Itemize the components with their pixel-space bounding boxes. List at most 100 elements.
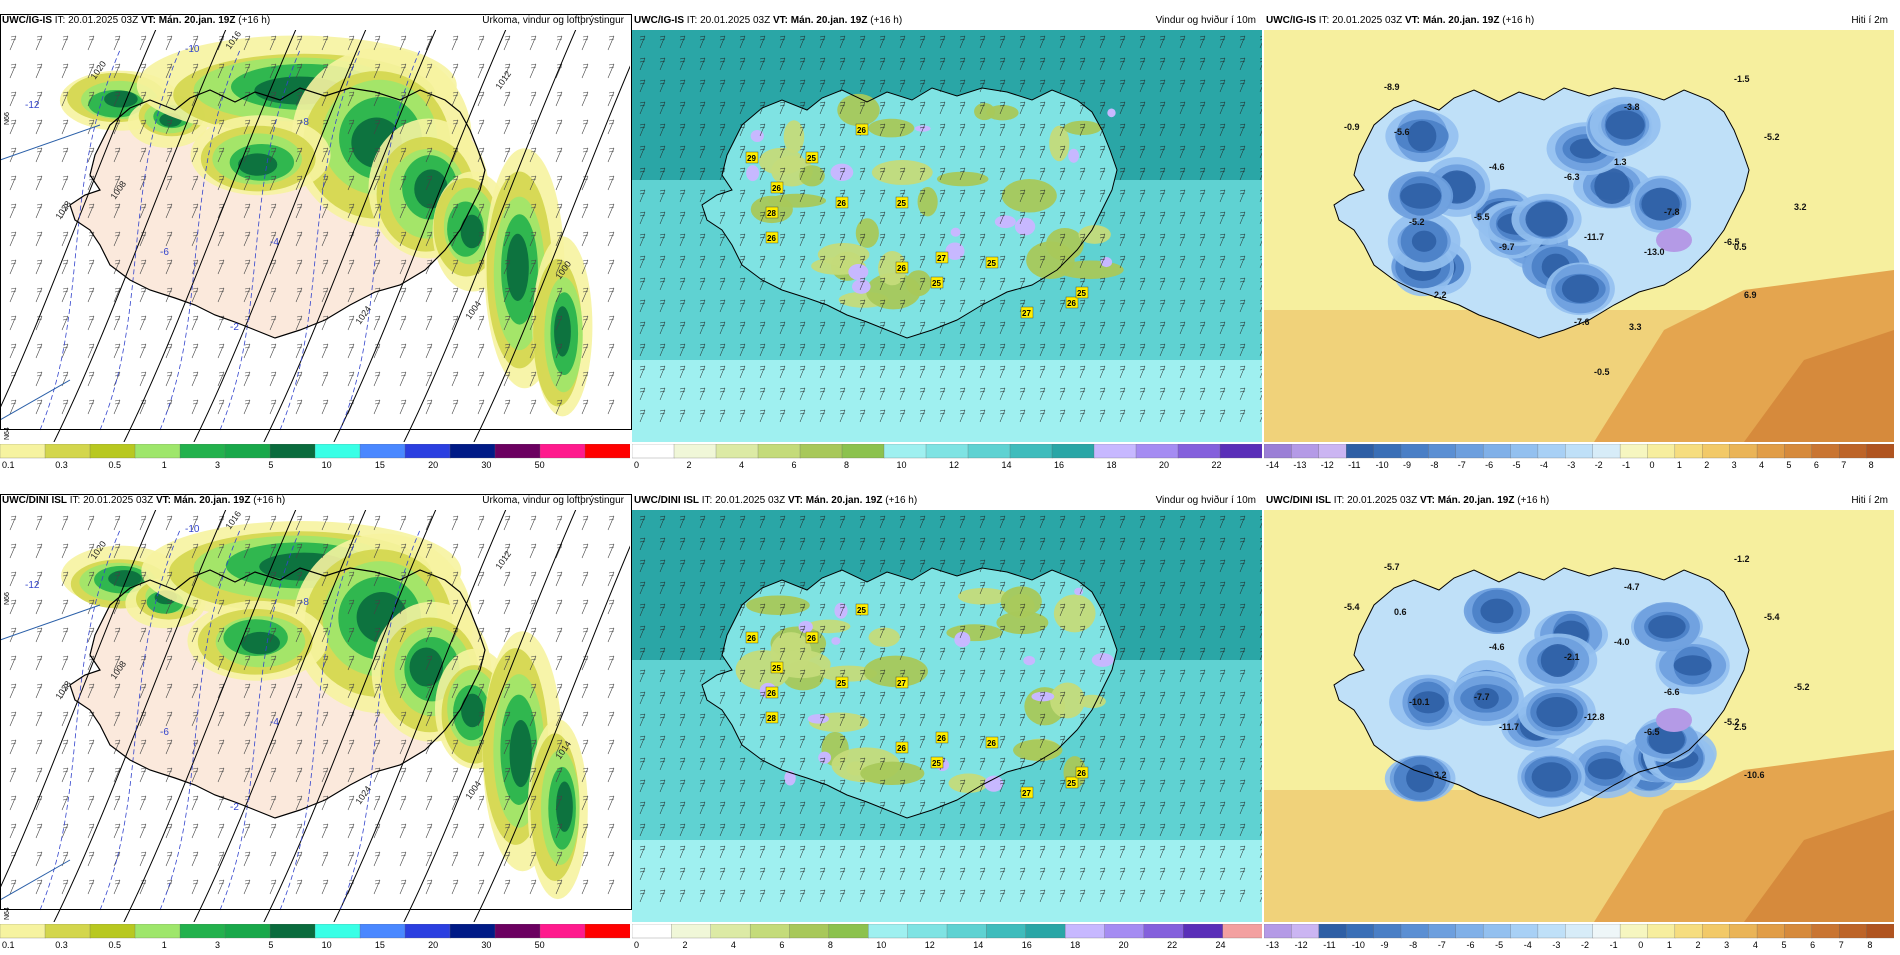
temperature-value: -10.1 (1409, 697, 1430, 707)
scale-swatch (134, 923, 181, 939)
temperature-value: -1.5 (1734, 74, 1750, 84)
map-area: 1020 1016 1012 1008 1004 1000 1028 1024 -10 -12 -8… (0, 30, 630, 442)
scale-swatch (841, 443, 885, 459)
color-scale: -14 -13 -12 -11 -10 -9 -8 -7 -6 -5 -4 -3 -2 -1 0 1 2 3 4 5 6… (1263, 443, 1895, 470)
model-name: UWC/DINI ISL (1266, 495, 1331, 506)
temperature-value: -4.7 (1624, 582, 1640, 592)
gust-label: 25 (805, 151, 819, 164)
temp-contour-label: -12 (25, 580, 40, 591)
scale-label: -10 (1376, 460, 1389, 470)
scale-label: 50 (535, 460, 545, 470)
scale-label: 0 (634, 460, 639, 470)
temp-contour-label: -4 (270, 237, 279, 248)
scale-label: -12 (1321, 460, 1334, 470)
scale-swatch (1839, 443, 1868, 459)
scale-swatch (584, 443, 631, 459)
scale-swatch (0, 923, 46, 939)
panel-precip-dini: UWC/DINI ISL IT: 20.01.2025 03Z VT: Mán.… (0, 492, 631, 950)
gust-label: 28 (765, 711, 779, 724)
latitude-label: N66 (4, 112, 11, 125)
gust-label: 28 (765, 206, 779, 219)
scale-swatch (1811, 443, 1840, 459)
scale-swatch (584, 923, 631, 939)
it-label: IT: (1333, 495, 1345, 506)
scale-label: -13 (1266, 940, 1279, 950)
scale-label: -9 (1381, 940, 1389, 950)
scale-label: 12 (925, 940, 935, 950)
scale-label: -2 (1595, 460, 1603, 470)
temperature-value: 3.2 (1434, 770, 1447, 780)
field-name: Úrkoma, vindur og loftþrýstingur (482, 15, 624, 26)
scale-label: 16 (1022, 940, 1032, 950)
temp-contour-label: -8 (300, 117, 309, 128)
scale-label: -6 (1466, 940, 1474, 950)
scale-swatch (404, 443, 451, 459)
scale-label: 30 (481, 940, 491, 950)
vt-label: VT: (1404, 15, 1420, 26)
scale-swatch (1373, 443, 1402, 459)
temp-contour-label: -6 (160, 727, 169, 738)
gust-label: 27 (1020, 306, 1034, 319)
gust-label: 26 (935, 731, 949, 744)
scale-label: 1 (1677, 460, 1682, 470)
scale-swatch (269, 923, 316, 939)
scale-label: -2 (1581, 940, 1589, 950)
latitude-label: N64 (4, 427, 11, 440)
svg-text:25: 25 (897, 199, 906, 208)
temp-contour-label: -12 (25, 100, 40, 111)
header-left: UWC/DINI ISL IT: 20.01.2025 03Z VT: Mán.… (2, 492, 285, 510)
scale-label: 2 (687, 460, 692, 470)
scale-label: 0.1 (2, 460, 15, 470)
scale-label: 22 (1167, 940, 1177, 950)
scale-swatch (1135, 443, 1179, 459)
svg-text:27: 27 (937, 254, 946, 263)
gust-label: 27 (935, 251, 949, 264)
scale-label: 24 (1216, 940, 1226, 950)
panel-temp-dini: UWC/DINI ISL IT: 20.01.2025 03Z VT: Mán.… (1263, 492, 1895, 950)
scale-swatch (1647, 443, 1676, 459)
scale-swatch (868, 923, 909, 939)
gust-label: 26 (855, 123, 869, 136)
panel-temp-igis: UWC/IG-IS IT: 20.01.2025 03Z VT: Mán. 20… (1263, 12, 1895, 470)
temperature-value: 3.3 (1629, 322, 1642, 332)
temperature-value: -5.4 (1344, 602, 1360, 612)
scale-label: 12 (949, 460, 959, 470)
scale-swatch (1400, 923, 1429, 939)
scale-swatch (1702, 443, 1731, 459)
svg-text:25: 25 (987, 259, 996, 268)
gust-label: 26 (765, 231, 779, 244)
vt-value: Mán. 20.jan. 19Z (805, 495, 883, 506)
temperature-value: -4.6 (1489, 642, 1505, 652)
scale-label: -5 (1495, 940, 1503, 950)
scale-swatch (1482, 443, 1512, 459)
gust-label: 26 (745, 631, 759, 644)
scale-label: 5 (1786, 460, 1791, 470)
scale-label: -4 (1540, 460, 1548, 470)
scale-swatch (1064, 923, 1106, 939)
vt-value: Mán. 20.jan. 19Z (790, 15, 868, 26)
scale-swatch (883, 443, 927, 459)
scale-label: 10 (322, 460, 332, 470)
temperature-value: -10.6 (1744, 770, 1765, 780)
svg-text:26: 26 (767, 689, 776, 698)
svg-text:25: 25 (807, 154, 816, 163)
scale-swatch (359, 443, 406, 459)
scale-label: 8 (1869, 460, 1874, 470)
svg-text:27: 27 (1022, 789, 1031, 798)
scale-label: 20 (428, 940, 438, 950)
temperature-value: -2.1 (1564, 652, 1580, 662)
scale-swatch (314, 443, 361, 459)
scale-label: 20 (1159, 460, 1169, 470)
temperature-value: -6.5 (1644, 727, 1660, 737)
scale-label: 0.3 (55, 460, 68, 470)
scale-swatch (1537, 443, 1566, 459)
scale-swatch (539, 923, 586, 939)
svg-text:26: 26 (767, 234, 776, 243)
scale-swatch (1346, 443, 1375, 459)
gust-label: 27 (1020, 786, 1034, 799)
panel-header: UWC/IG-IS IT: 20.01.2025 03Z VT: Mán. 20… (0, 12, 630, 30)
scale-label: 20 (1119, 940, 1129, 950)
svg-text:26: 26 (1077, 769, 1086, 778)
scale-label: 8 (1867, 940, 1872, 950)
scale-swatch (789, 923, 830, 939)
